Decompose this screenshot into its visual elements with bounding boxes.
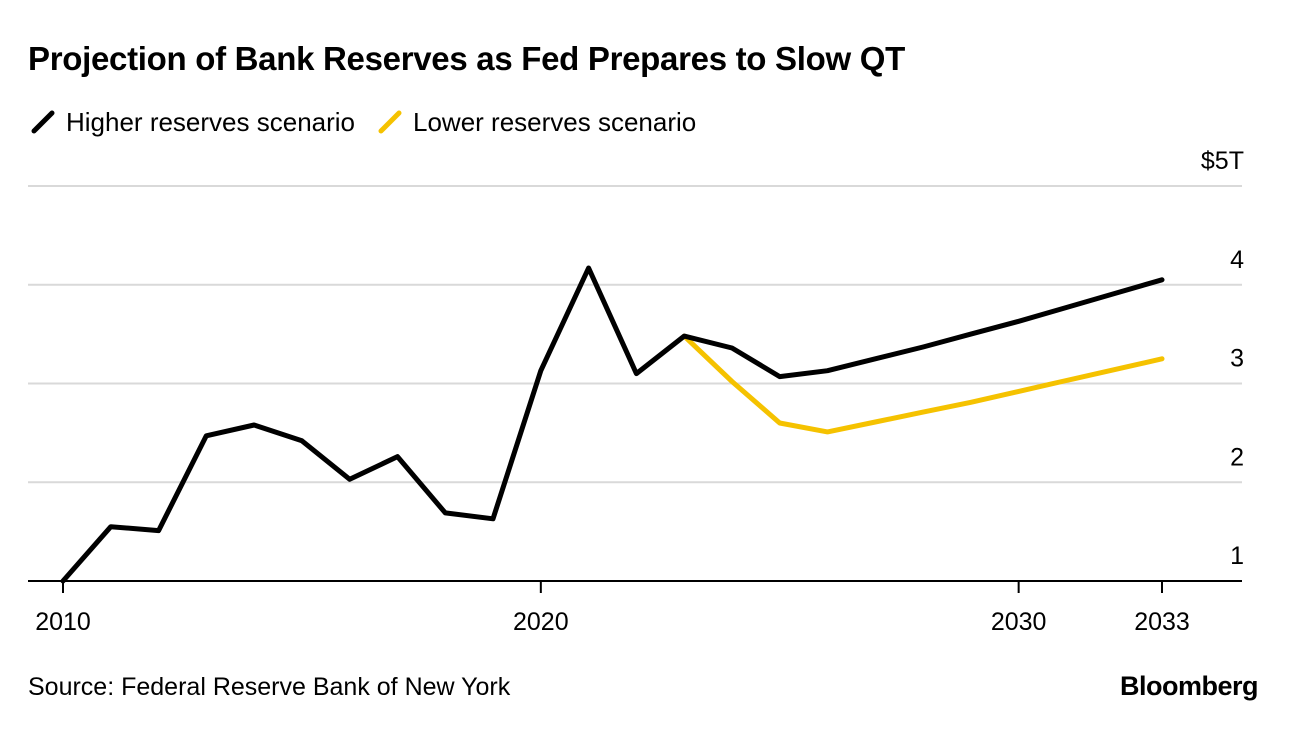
- y-tick-label: 4: [1230, 246, 1244, 274]
- y-tick-label: 1: [1230, 542, 1244, 570]
- x-tick-label: 2010: [35, 608, 91, 636]
- chart-title: Projection of Bank Reserves as Fed Prepa…: [28, 40, 905, 77]
- legend-item-lower: Lower reserves scenario: [377, 107, 696, 138]
- bloomberg-logo: Bloomberg: [1119, 671, 1259, 701]
- y-tick-label: 2: [1230, 443, 1244, 471]
- legend: Higher reserves scenario Lower reserves …: [30, 104, 718, 140]
- y-tick-label: $5T: [1201, 147, 1244, 175]
- x-tick-label: 2030: [991, 608, 1047, 636]
- legend-label-lower: Lower reserves scenario: [413, 106, 697, 137]
- y-tick-label: 3: [1230, 345, 1244, 373]
- x-tick-label: 2033: [1134, 608, 1190, 636]
- legend-item-higher: Higher reserves scenario: [30, 107, 355, 138]
- x-tick-label: 2020: [513, 608, 569, 636]
- series-line-higher: [60, 265, 1165, 584]
- legend-swatch-lower: [378, 110, 402, 134]
- legend-swatch-higher: [31, 110, 55, 134]
- legend-label-higher: Higher reserves scenario: [66, 106, 356, 137]
- source-note: Source: Federal Reserve Bank of New York: [28, 673, 511, 701]
